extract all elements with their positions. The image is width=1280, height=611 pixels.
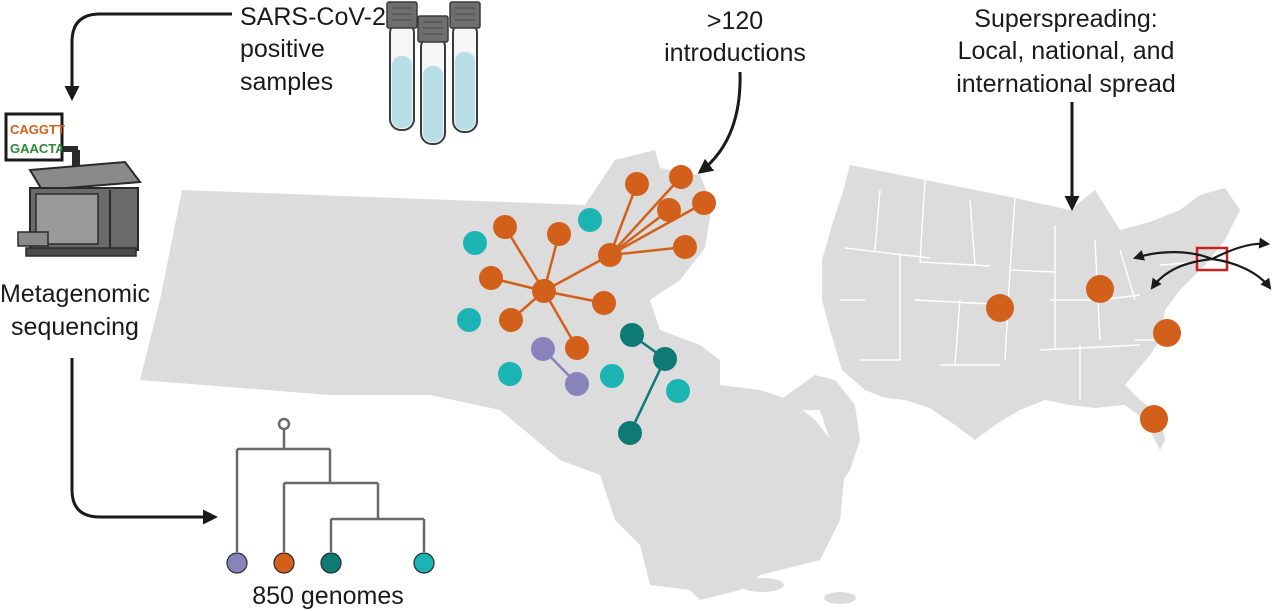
us-dot-florida — [1140, 405, 1168, 433]
sequencer-screen — [4, 112, 64, 162]
introduction-network — [457, 165, 716, 445]
node-orange-hub-2 — [532, 279, 556, 303]
massachusetts-map — [140, 150, 860, 604]
process-arrows — [64, 12, 1080, 525]
massachusetts-highlight-box — [1195, 246, 1229, 272]
sequencer-screen-line2: GAACTA — [10, 141, 65, 156]
tree-leaf-teal — [413, 552, 435, 574]
tree-leaf-orange — [273, 552, 295, 574]
node-orange-hub-1 — [598, 243, 622, 267]
genomes-label: 850 genomes — [252, 582, 404, 610]
sequencing-label-line2: sequencing — [11, 313, 139, 341]
us-dot-midwest — [986, 294, 1014, 322]
tree-leaf-purple — [226, 552, 248, 574]
sample-tubes-icon — [386, 1, 481, 145]
node-purple — [531, 337, 555, 361]
sequencer-screen-line1: CAGGTT — [10, 122, 65, 137]
spread-label-line3: international spread — [956, 70, 1176, 98]
samples-label-line2: positive — [240, 35, 325, 63]
sequencing-label-line1: Metagenomic — [0, 280, 150, 308]
phylogenetic-tree-icon — [226, 417, 435, 574]
arrow-introductions — [697, 71, 742, 174]
samples-label-line1: SARS-CoV-2 — [240, 3, 386, 31]
arrow-sequencing-to-tree — [70, 358, 218, 525]
sample-tube-3 — [449, 1, 481, 133]
node-dark-teal — [620, 323, 644, 347]
sample-tube-1 — [386, 1, 418, 131]
arrow-samples-to-sequencer — [64, 12, 232, 101]
spread-arrows — [1132, 237, 1272, 290]
introductions-label-line2: introductions — [664, 39, 806, 67]
introductions-label-line1: >120 — [707, 7, 763, 35]
tree-leaf-dark-teal — [320, 552, 342, 574]
us-spread-dots — [986, 275, 1181, 433]
sample-tube-2 — [417, 15, 449, 145]
usa-map — [822, 165, 1240, 450]
node-teal — [578, 208, 602, 232]
us-dot-carolinas — [1153, 319, 1181, 347]
spread-label-line2: Local, national, and — [958, 37, 1175, 65]
us-dot-ohio-valley — [1086, 275, 1114, 303]
samples-label-line3: samples — [240, 68, 333, 96]
sequencer-icon: CAGGTT GAACTA — [4, 112, 142, 257]
spread-label-line1: Superspreading: — [974, 5, 1157, 33]
